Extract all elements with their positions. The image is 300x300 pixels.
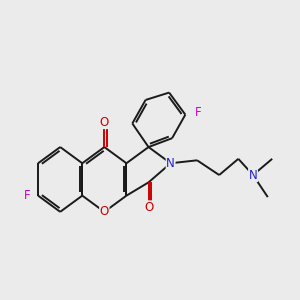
Text: F: F	[24, 189, 30, 202]
Text: O: O	[100, 116, 109, 128]
Text: O: O	[144, 201, 153, 214]
Text: O: O	[100, 205, 109, 218]
Text: N: N	[249, 169, 257, 182]
Text: N: N	[166, 157, 175, 170]
Text: F: F	[194, 106, 201, 119]
